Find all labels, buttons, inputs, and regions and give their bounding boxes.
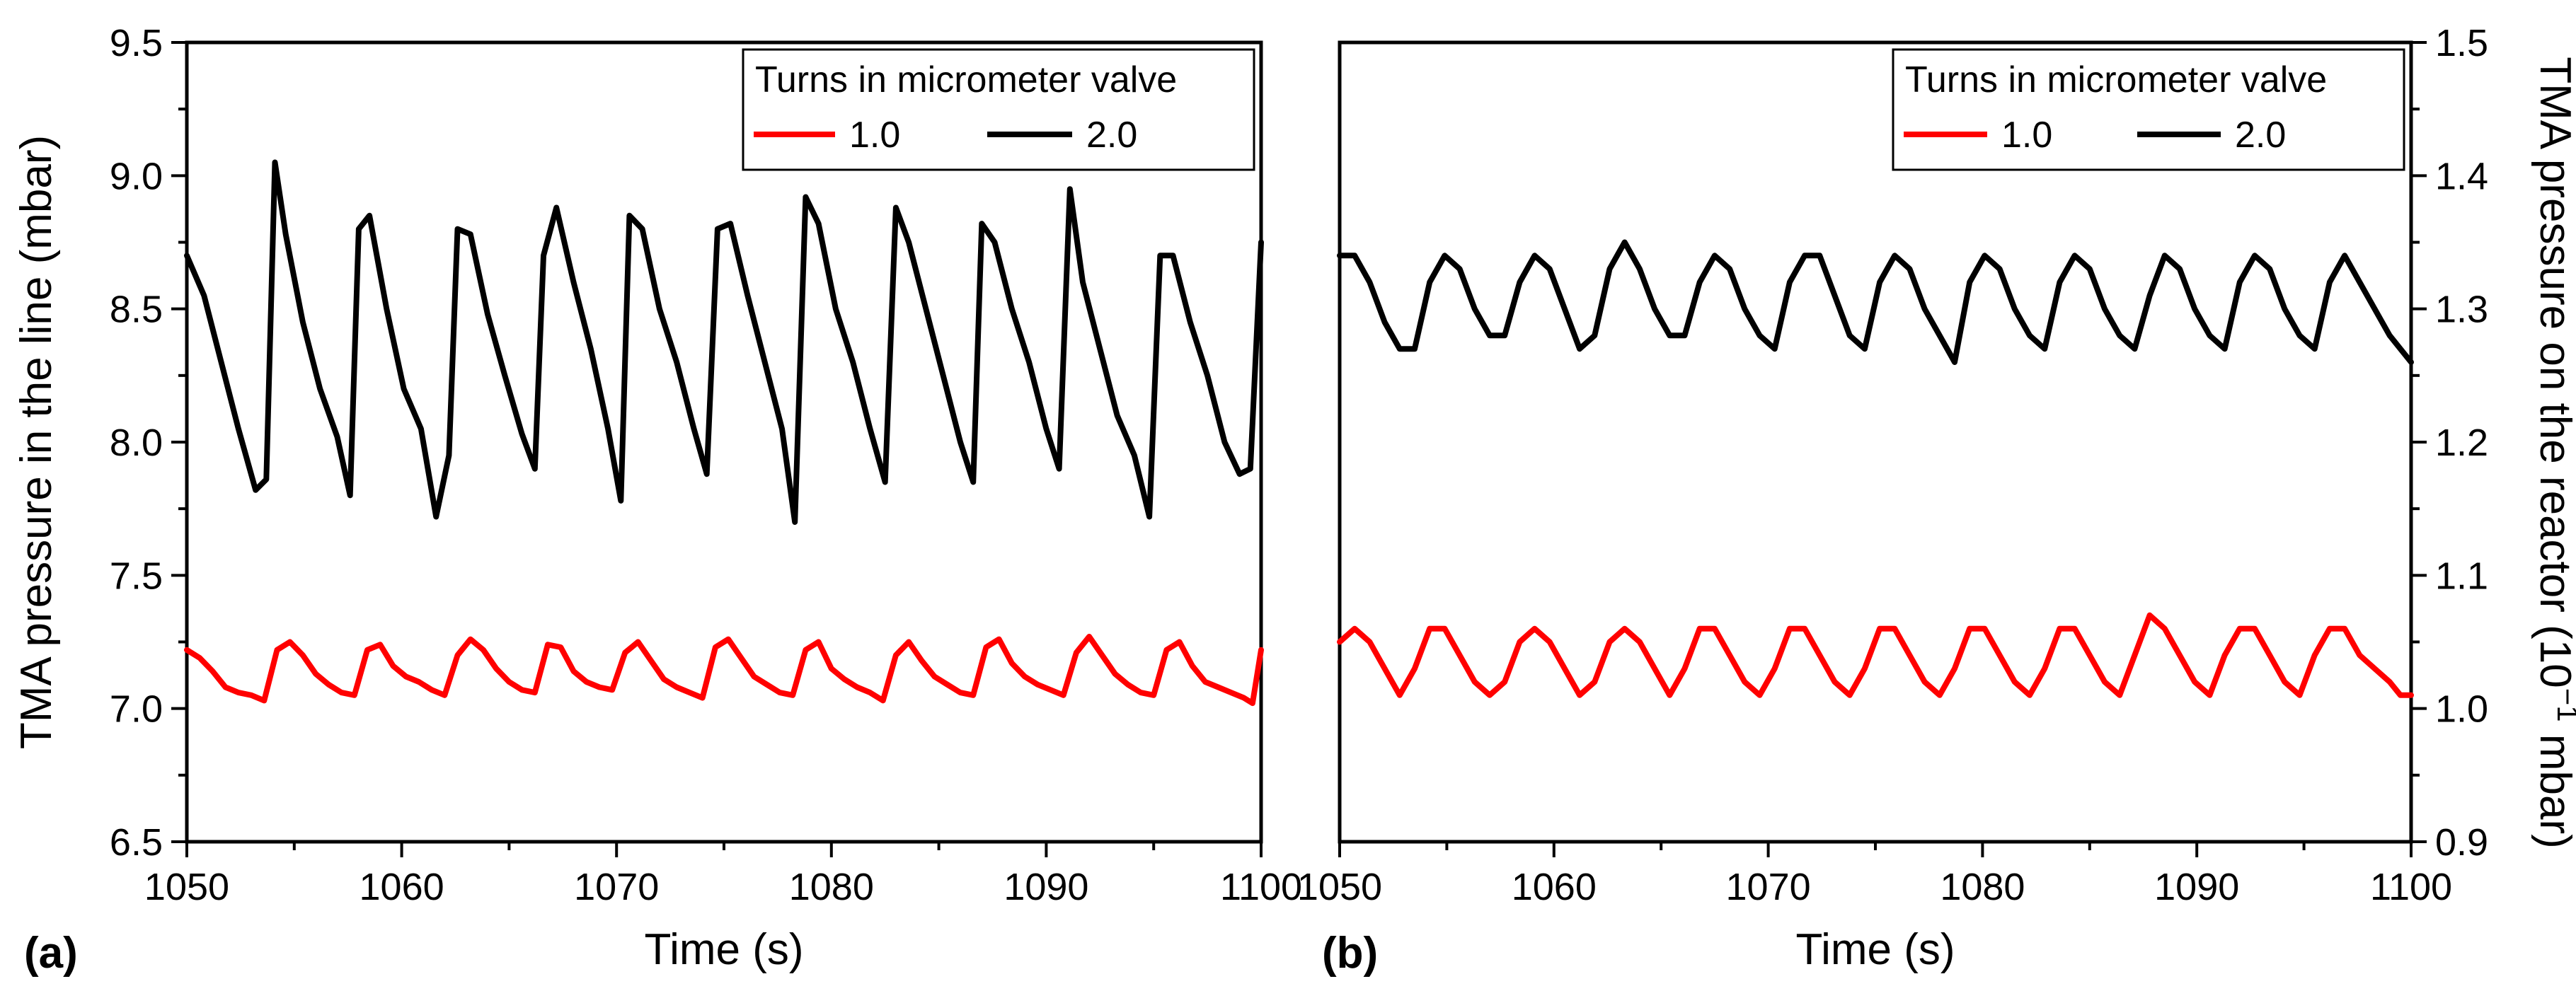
y-tick-label-b-1: 1.0 [2435,688,2488,731]
y-axis-label-b: TMA pressure on the reactor (10−1 mbar) [2531,57,2576,849]
y-tick-label-a-2: 7.5 [110,555,163,597]
x-tick-label-a-1: 1060 [360,866,444,908]
x-tick-label-b-0: 1050 [1297,866,1382,908]
series-line-a-2-0 [184,159,1264,525]
x-tick-label-a-2: 1070 [574,866,659,908]
x-axis-label-a: Time (s) [645,925,804,974]
legend-label-a-2: 2.0 [1086,115,1137,156]
legend-b: Turns in micrometer valve 1.0 2.0 [1892,48,2405,171]
y-axis-label-b-suffix: mbar) [2531,722,2576,849]
axis-ticks-b [1338,41,2427,857]
panel-label-a: (a) [24,929,78,978]
legend-box-a [742,48,1255,171]
y-tick-label-a-0: 6.5 [110,821,163,864]
x-tick-label-b-3: 1080 [1940,866,2025,908]
legend-title-b: Turns in micrometer valve [1905,59,2327,100]
series-group-b [1337,239,2414,698]
x-axis-label-b: Time (s) [1796,925,1955,974]
y-tick-label-b-6: 1.5 [2435,22,2488,64]
x-tick-label-b-2: 1070 [1726,866,1811,908]
x-tick-label-b-1: 1060 [1512,866,1597,908]
y-tick-label-a-3: 8.0 [110,422,163,464]
x-tick-label-b-5: 1100 [2370,866,2452,908]
series-group-a [184,159,1264,707]
y-tick-label-a-1: 7.0 [110,688,163,731]
y-axis-label-a: TMA pressure in the line (mbar) [12,135,61,749]
y-tick-label-a-4: 8.5 [110,289,163,331]
x-tick-label-a-3: 1080 [789,866,874,908]
panel-a: 1050 1060 1070 1080 1090 1100 6.5 7.0 7.5 8.0 8.5 9… [12,22,1302,978]
y-tick-label-b-4: 1.3 [2435,289,2488,331]
y-axis-label-b-exponent: −1 [2551,688,2576,722]
legend-box-b [1892,48,2405,171]
x-tick-label-b-4: 1090 [2154,866,2239,908]
tick-labels-a: 1050 1060 1070 1080 1090 1100 6.5 7.0 7.5 8.0 8.5 9… [110,22,1302,908]
y-tick-label-b-2: 1.1 [2435,555,2488,597]
panel-label-b: (b) [1322,929,1378,978]
y-tick-label-b-3: 1.2 [2435,422,2488,464]
x-tick-label-a-4: 1090 [1004,866,1088,908]
y-tick-label-a-5: 9.0 [110,155,163,197]
legend-a: Turns in micrometer valve 1.0 2.0 [742,48,1255,171]
y-axis-label-b-main: TMA pressure on the reactor (10 [2531,57,2576,688]
legend-label-a-1: 1.0 [849,115,900,156]
series-line-b-1-0 [1337,612,2414,698]
legend-label-b-2: 2.0 [2235,115,2286,156]
x-tick-label-a-5: 1100 [1220,866,1302,908]
axis-ticks-a [171,41,1263,857]
y-tick-label-b-0: 0.9 [2435,821,2488,864]
series-line-b-2-0 [1337,239,2414,365]
legend-title-a: Turns in micrometer valve [755,59,1177,100]
y-tick-label-a-6: 9.5 [110,22,163,64]
y-tick-label-b-5: 1.4 [2435,155,2488,197]
series-line-a-1-0 [184,634,1264,707]
x-tick-label-a-0: 1050 [144,866,229,908]
legend-label-b-1: 1.0 [2001,115,2052,156]
